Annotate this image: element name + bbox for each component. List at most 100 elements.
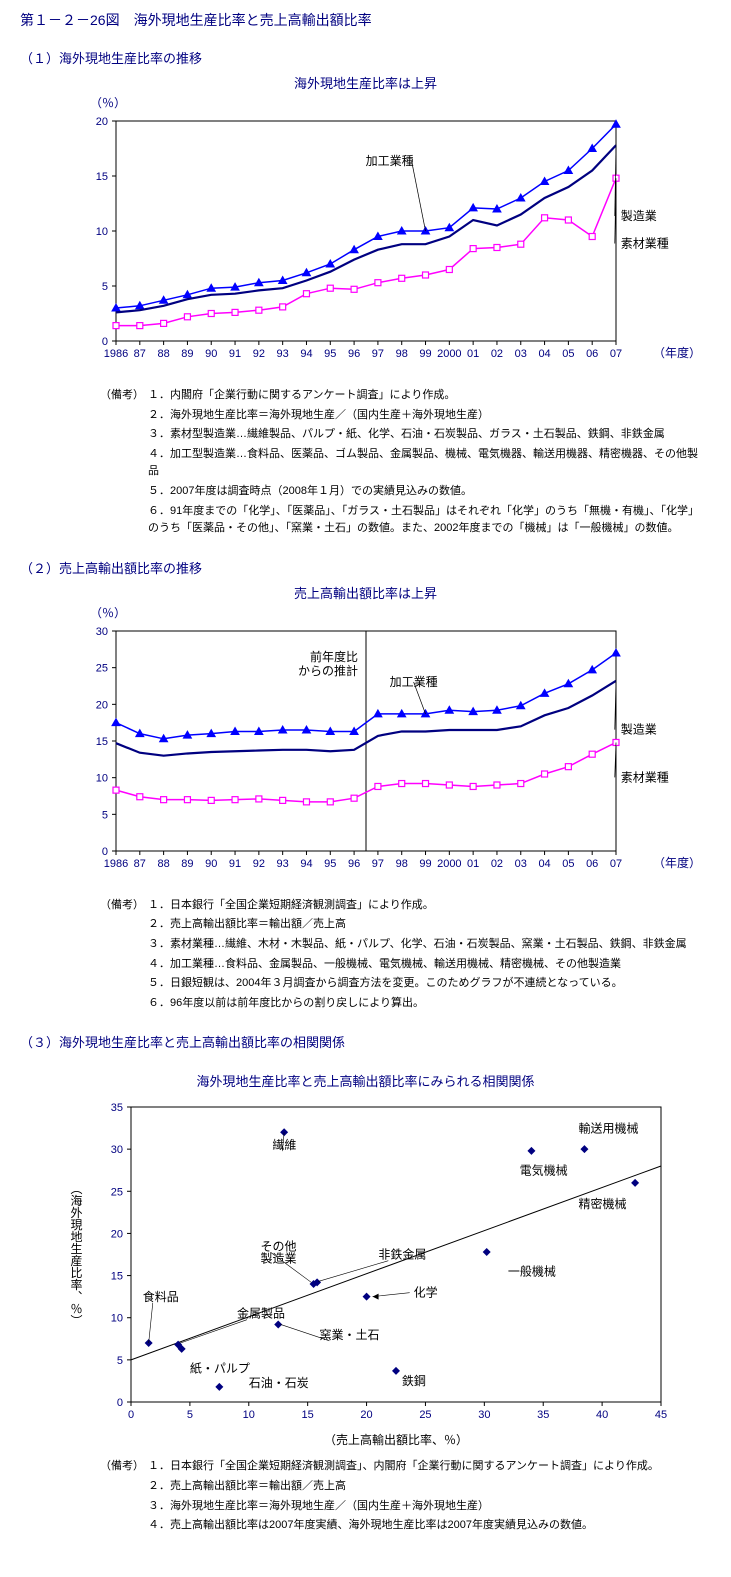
svg-text:非鉄金属: 非鉄金属 <box>378 1247 426 1262</box>
svg-text:5: 5 <box>101 281 107 293</box>
svg-text:0: 0 <box>127 1409 133 1421</box>
svg-text:03: 03 <box>514 348 526 360</box>
svg-text:5: 5 <box>116 1355 122 1367</box>
section1-heading: （１）海外現地生産比率の推移 <box>20 48 711 67</box>
svg-text:紙・パルプ: 紙・パルプ <box>189 1361 249 1376</box>
svg-text:2000: 2000 <box>437 348 461 360</box>
svg-text:素材業種: 素材業種 <box>620 237 668 251</box>
svg-text:石油・石炭: 石油・石炭 <box>248 1376 308 1390</box>
svg-text:07: 07 <box>609 858 621 870</box>
chart3: 05101520253035051015202530354045（売上高輸出額比… <box>46 1092 686 1452</box>
svg-text:90: 90 <box>205 348 217 360</box>
svg-text:35: 35 <box>537 1409 549 1421</box>
chart3-notes: （備考）１．日本銀行「全国企業短期経済観測調査」、内閣府「企業行動に関するアンケ… <box>100 1458 700 1534</box>
svg-text:99: 99 <box>419 348 431 360</box>
svg-text:一般機械: 一般機械 <box>507 1264 555 1279</box>
svg-text:35: 35 <box>110 1102 122 1114</box>
svg-text:02: 02 <box>490 348 502 360</box>
section2-heading: （２）売上高輸出額比率の推移 <box>20 558 711 577</box>
svg-text:03: 03 <box>514 858 526 870</box>
svg-text:97: 97 <box>371 348 383 360</box>
svg-text:0: 0 <box>101 336 107 348</box>
chart2-notes: （備考）１．日本銀行「全国企業短期経済観測調査」により作成。２．売上高輸出額比率… <box>100 897 700 1013</box>
svg-text:（海外現地生産比率、％）: （海外現地生産比率、％） <box>69 1183 83 1327</box>
svg-text:45: 45 <box>654 1409 666 1421</box>
chart1-wrap: 0510152019868788899091929394959697989920… <box>20 111 711 381</box>
svg-text:10: 10 <box>242 1409 254 1421</box>
svg-text:10: 10 <box>110 1313 122 1325</box>
svg-text:97: 97 <box>371 858 383 870</box>
svg-text:07: 07 <box>609 348 621 360</box>
chart1: 0510152019868788899091929394959697989920… <box>46 111 686 381</box>
svg-text:98: 98 <box>395 348 407 360</box>
svg-text:94: 94 <box>300 858 312 870</box>
note-item: （備考）１．日本銀行「全国企業短期経済観測調査」、内閣府「企業行動に関するアンケ… <box>100 1458 700 1476</box>
svg-text:食料品: 食料品 <box>142 1289 178 1304</box>
chart2-y-unit: （％） <box>90 604 711 621</box>
svg-text:製造業: 製造業 <box>620 722 656 736</box>
svg-text:89: 89 <box>181 348 193 360</box>
svg-text:鉄鋼: 鉄鋼 <box>401 1373 425 1388</box>
svg-text:繊維: 繊維 <box>272 1138 296 1152</box>
svg-text:2000: 2000 <box>437 858 461 870</box>
svg-text:96: 96 <box>347 348 359 360</box>
svg-text:10: 10 <box>95 772 107 784</box>
svg-text:窯業・土石: 窯業・土石 <box>319 1327 379 1342</box>
note-item: ４．加工業種…食料品、金属製品、一般機械、電気機械、輸送用機械、精密機械、その他… <box>100 956 700 974</box>
svg-text:20: 20 <box>110 1229 122 1241</box>
section3-heading: （３）海外現地生産比率と売上高輸出額比率の相関関係 <box>20 1032 711 1051</box>
note-item: ２．海外現地生産比率＝海外現地生産／（国内生産＋海外現地生産） <box>100 407 700 425</box>
svg-text:87: 87 <box>133 858 145 870</box>
svg-text:90: 90 <box>205 858 217 870</box>
note-item: ４．売上高輸出額比率は2007年度実績、海外現地生産比率は2007年度実績見込み… <box>100 1517 700 1535</box>
note-item: ６．96年度以前は前年度比からの割り戻しにより算出。 <box>100 995 700 1013</box>
svg-text:1986: 1986 <box>103 858 127 870</box>
svg-text:前年度比: 前年度比 <box>309 649 357 664</box>
note-item: （備考）１．内閣府「企業行動に関するアンケート調査」により作成。 <box>100 387 700 405</box>
note-item: ２．売上高輸出額比率＝輸出額／売上高 <box>100 916 700 934</box>
svg-text:20: 20 <box>95 116 107 128</box>
svg-text:金属製品: 金属製品 <box>237 1306 285 1321</box>
svg-text:89: 89 <box>181 858 193 870</box>
svg-text:93: 93 <box>276 348 288 360</box>
svg-text:98: 98 <box>395 858 407 870</box>
svg-text:04: 04 <box>538 858 550 870</box>
svg-text:製造業: 製造業 <box>620 209 656 223</box>
note-item: ２．売上高輸出額比率＝輸出額／売上高 <box>100 1478 700 1496</box>
note-item: ４．加工型製造業…食料品、医薬品、ゴム製品、金属製品、機械、電気機器、輸送用機器… <box>100 446 700 481</box>
svg-text:93: 93 <box>276 858 288 870</box>
svg-text:5: 5 <box>101 809 107 821</box>
svg-text:87: 87 <box>133 348 145 360</box>
svg-text:06: 06 <box>586 348 598 360</box>
note-item: ３．素材型製造業…繊維製品、パルプ・紙、化学、石油・石炭製品、ガラス・土石製品、… <box>100 426 700 444</box>
svg-text:02: 02 <box>490 858 502 870</box>
chart2-x-unit: （年度） <box>653 854 701 871</box>
svg-text:92: 92 <box>252 348 264 360</box>
svg-text:91: 91 <box>228 858 240 870</box>
svg-text:96: 96 <box>347 858 359 870</box>
svg-text:05: 05 <box>562 348 574 360</box>
svg-text:30: 30 <box>95 626 107 638</box>
svg-text:0: 0 <box>101 846 107 858</box>
chart2-title: 売上高輸出額比率は上昇 <box>20 583 711 602</box>
svg-text:88: 88 <box>157 348 169 360</box>
svg-text:95: 95 <box>324 348 336 360</box>
svg-text:91: 91 <box>228 348 240 360</box>
svg-text:10: 10 <box>95 226 107 238</box>
svg-text:40: 40 <box>595 1409 607 1421</box>
svg-text:25: 25 <box>419 1409 431 1421</box>
note-item: ６．91年度までの「化学」、「医薬品」、「ガラス・土石製品」はそれぞれ「化学」の… <box>100 503 700 538</box>
svg-text:15: 15 <box>95 171 107 183</box>
svg-text:06: 06 <box>586 858 598 870</box>
note-item: ５．2007年度は調査時点（2008年１月）での実績見込みの数値。 <box>100 483 700 501</box>
svg-text:電気機械: 電気機械 <box>519 1163 567 1178</box>
svg-text:20: 20 <box>360 1409 372 1421</box>
svg-text:化学: 化学 <box>413 1285 437 1300</box>
svg-text:15: 15 <box>301 1409 313 1421</box>
svg-text:加工業種: 加工業種 <box>365 154 413 168</box>
svg-text:精密機械: 精密機械 <box>578 1196 626 1211</box>
chart3-title: 海外現地生産比率と売上高輸出額比率にみられる相関関係 <box>20 1071 711 1090</box>
svg-text:88: 88 <box>157 858 169 870</box>
svg-text:20: 20 <box>95 699 107 711</box>
note-item: ５．日銀短観は、2004年３月調査から調査方法を変更。このためグラフが不連続とな… <box>100 975 700 993</box>
